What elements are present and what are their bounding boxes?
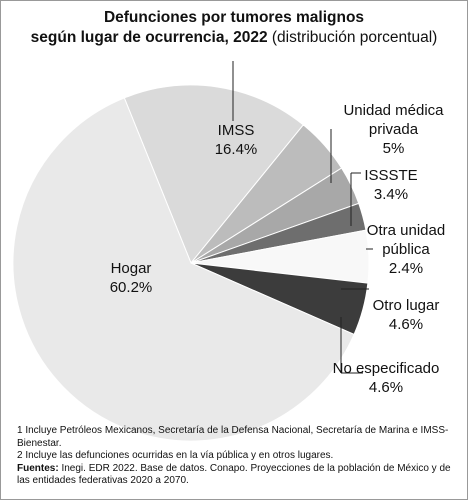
slice-value: 16.4% [214, 141, 258, 158]
slice-label: Unidad médica privada 5% [331, 101, 456, 158]
pie-slice [12, 97, 355, 442]
slice-value: 5% [382, 140, 405, 157]
slice-label: ISSSTE 3.4% [351, 166, 431, 204]
slice-name: No especificado [332, 360, 440, 377]
slice-name: Otra unidad pública [366, 222, 446, 258]
slice-name: Otro lugar [372, 297, 440, 314]
slice-value: 4.6% [368, 379, 404, 396]
slice-value: 60.2% [109, 279, 153, 296]
source-text: Inegi. EDR 2022. Base de datos. Conapo. … [17, 462, 451, 487]
subtitle: (distribución porcentual) [271, 29, 438, 46]
slice-name: Unidad médica privada [343, 102, 444, 138]
note: 2 Incluye las defunciones ocurridas en l… [17, 450, 334, 461]
slice-label: Otro lugar 4.6% [356, 296, 456, 334]
slice-label: Otra unidad pública 2.4% [356, 221, 456, 278]
pie-slice [123, 84, 305, 264]
slice-name: ISSSTE [364, 167, 418, 184]
slice-label: Hogar 60.2% [81, 259, 181, 297]
slice-name: Hogar [110, 260, 152, 277]
title-line2: según lugar de ocurrencia, 2022 [30, 29, 268, 46]
slice-label: No especificado 4.6% [331, 359, 441, 397]
note: 1 Incluye Petróleos Mexicanos, Secretarí… [17, 425, 449, 449]
notes: 1 Incluye Petróleos Mexicanos, Secretarí… [17, 425, 457, 488]
slice-value: 2.4% [388, 260, 424, 277]
slice-name: IMSS [217, 122, 255, 139]
source-label: Fuentes: [17, 462, 59, 474]
slice-value: 3.4% [373, 186, 409, 203]
title-line: según lugar de ocurrencia, 2022 (distrib… [1, 29, 467, 47]
chart-title: Defunciones por tumores malignos [103, 9, 365, 26]
slice-value: 4.6% [388, 316, 424, 333]
slice-label: IMSS 16.4% [186, 121, 286, 159]
source: Fuentes: Inegi. EDR 2022. Base de datos.… [17, 463, 457, 488]
